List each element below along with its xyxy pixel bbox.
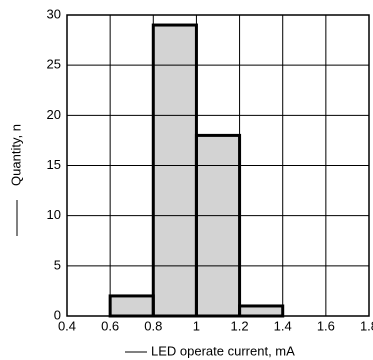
x-tick-label: 1.2	[231, 318, 249, 333]
y-tick-label: 30	[47, 6, 61, 21]
x-tick-label: 1.4	[274, 318, 292, 333]
y-tick-label: 15	[47, 157, 61, 172]
bar	[153, 25, 197, 317]
y-tick-label: 0	[54, 307, 61, 322]
x-tick-label: 1.6	[317, 318, 335, 333]
y-tick-label: 25	[47, 57, 61, 72]
bar	[196, 135, 240, 316]
y-axis-label: Quantity, n	[8, 124, 23, 186]
x-axis-label: LED operate current, mA	[151, 343, 295, 358]
y-tick-label: 5	[54, 257, 61, 272]
x-tick-label: 0.8	[144, 318, 162, 333]
bar	[110, 295, 154, 316]
y-tick-label: 20	[47, 107, 61, 122]
x-tick-label: 1	[193, 318, 200, 333]
x-tick-label: 0.6	[101, 318, 119, 333]
plot-frame	[66, 14, 370, 317]
bar	[239, 305, 283, 316]
x-tick-label: 1.8	[360, 318, 373, 333]
x-tick-label: 0.4	[58, 318, 76, 333]
y-tick-label: 10	[47, 207, 61, 222]
